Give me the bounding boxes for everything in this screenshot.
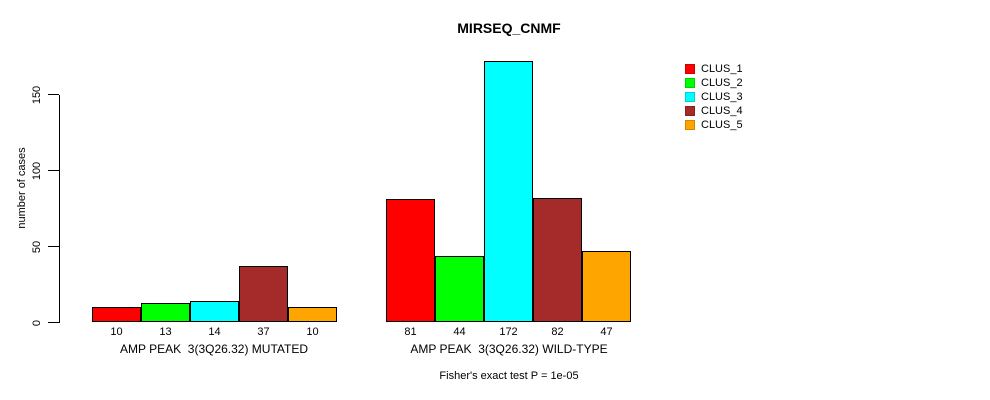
legend-swatch-icon [685, 120, 695, 130]
bar-value-label: 82 [551, 326, 564, 338]
bar-value-label: 14 [208, 326, 221, 338]
bar-value-label: 37 [257, 326, 270, 338]
legend-label: CLUS_2 [701, 77, 743, 89]
group-label-mutated: AMP PEAK 3(3Q26.32) MUTATED [119, 342, 309, 356]
bar-value-label: 44 [453, 326, 466, 338]
group-label-wild-type: AMP PEAK 3(3Q26.32) WILD-TYPE [410, 342, 608, 356]
bar-clus_1-group1 [92, 307, 141, 323]
y-tick-label: 0 [31, 319, 43, 326]
bar-clus_2-group1 [141, 302, 190, 323]
legend-swatch-icon [685, 92, 695, 102]
y-tick-label: 100 [31, 161, 43, 180]
bar-clus_3-group1 [190, 301, 239, 323]
legend-item-clus_4: CLUS_4 [685, 104, 743, 118]
y-tick-mark [48, 94, 59, 95]
bar-clus_1-group2 [386, 199, 435, 323]
legend-swatch-icon [685, 78, 695, 88]
y-tick-label: 50 [31, 240, 43, 253]
legend-label: CLUS_4 [701, 105, 743, 117]
bar-value-label: 10 [306, 326, 319, 338]
chart-title: MIRSEQ_CNMF [457, 20, 561, 36]
bar-clus_5-group1 [288, 307, 337, 323]
bar-clus_5-group2 [582, 251, 631, 323]
legend-item-clus_3: CLUS_3 [685, 90, 743, 104]
bar-value-label: 81 [404, 326, 417, 338]
legend-label: CLUS_1 [701, 63, 743, 75]
legend-label: CLUS_3 [701, 91, 743, 103]
legend-label: CLUS_5 [701, 119, 743, 131]
y-axis-title: number of cases [16, 147, 28, 229]
y-tick-label: 150 [31, 85, 43, 104]
bar-value-label: 172 [499, 326, 518, 338]
bar-value-label: 13 [159, 326, 172, 338]
legend-item-clus_1: CLUS_1 [685, 62, 743, 76]
legend-item-clus_2: CLUS_2 [685, 76, 743, 90]
bar-clus_4-group2 [533, 197, 582, 323]
legend-item-clus_5: CLUS_5 [685, 118, 743, 132]
y-axis-line [59, 94, 60, 323]
bar-clus_2-group2 [435, 255, 484, 323]
legend-swatch-icon [685, 106, 695, 116]
legend: CLUS_1 CLUS_2 CLUS_3 CLUS_4 CLUS_5 [685, 62, 743, 132]
bar-clus_4-group1 [239, 266, 288, 323]
y-tick-mark [48, 246, 59, 247]
bar-value-label: 10 [110, 326, 123, 338]
bar-value-label: 47 [600, 326, 613, 338]
fisher-test-annotation: Fisher's exact test P = 1e-05 [439, 370, 579, 382]
y-tick-mark [48, 170, 59, 171]
bar-clus_3-group2 [484, 61, 533, 323]
legend-swatch-icon [685, 64, 695, 74]
y-tick-mark [48, 322, 59, 323]
